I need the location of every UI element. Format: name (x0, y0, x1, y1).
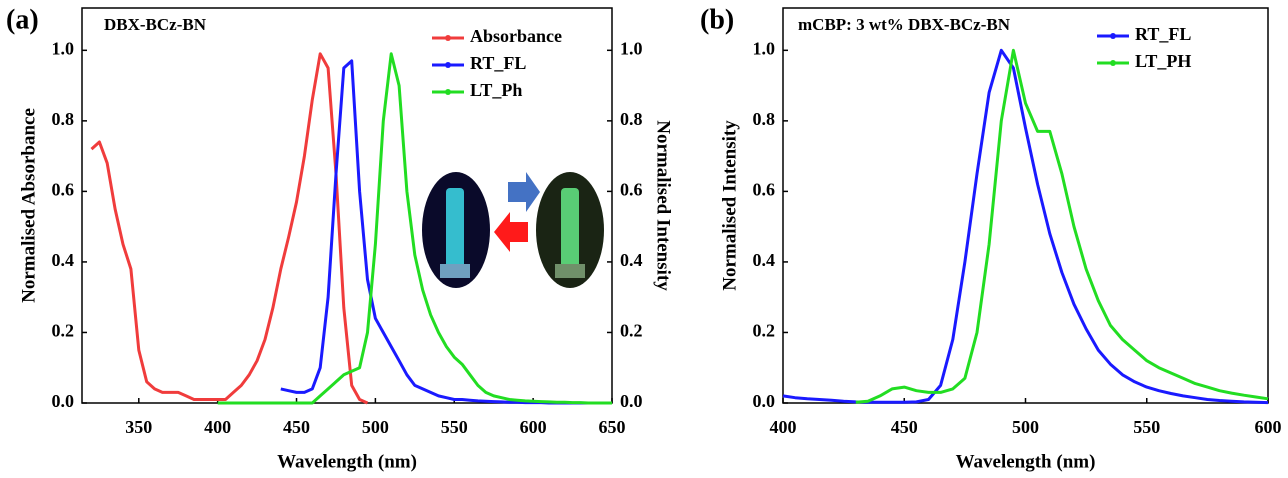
y-tick-label: 0.2 (52, 321, 75, 341)
y-tick-label: 0.4 (753, 250, 776, 270)
y-tick-label: 0.0 (52, 391, 75, 411)
y-tick-label: 0.6 (753, 180, 776, 200)
y-tick-label: 0.4 (620, 250, 643, 270)
legend-marker (445, 62, 451, 68)
y-tick-label: 0.8 (753, 109, 776, 129)
panel-title: mCBP: 3 wt% DBX-BCz-BN (798, 15, 1011, 34)
x-tick-label: 400 (204, 417, 231, 437)
x-axis-label: Wavelength (nm) (956, 451, 1096, 472)
y-tick-label: 1.0 (52, 38, 75, 58)
x-tick-label: 600 (520, 417, 547, 437)
vial-base-rt (440, 264, 470, 278)
legend-label: RT_FL (470, 53, 526, 73)
plot-frame (81, 7, 613, 404)
legend-marker (1110, 60, 1116, 66)
series-line (90, 52, 369, 405)
x-tick-label: 650 (599, 417, 626, 437)
panel-title: DBX-BCz-BN (104, 15, 207, 34)
vial-glow-lt (561, 188, 579, 268)
y-tick-label: 0.4 (52, 250, 75, 270)
x-tick-label: 400 (770, 417, 797, 437)
y-tick-label: 0.2 (753, 321, 776, 341)
plot-frame (782, 7, 1269, 404)
vial-glow-rt (446, 188, 464, 268)
y-tick-label: 0.8 (52, 109, 75, 129)
series-line (217, 52, 612, 405)
y-tick-label: 1.0 (620, 38, 643, 58)
inset-photos (422, 172, 604, 288)
y-tick-label: 0.6 (52, 180, 75, 200)
x-tick-label: 550 (441, 417, 468, 437)
legend-marker (445, 35, 451, 41)
legend-label: LT_PH (1135, 51, 1191, 71)
panel-label: (a) (6, 4, 39, 35)
x-tick-label: 500 (362, 417, 389, 437)
x-tick-label: 450 (891, 417, 918, 437)
x-tick-label: 500 (1012, 417, 1039, 437)
vial-base-lt (555, 264, 585, 278)
y-axis-label: Normalised Absorbance (18, 108, 39, 303)
legend-marker (445, 89, 451, 95)
y-axis-label: Normalised Intensity (719, 120, 740, 291)
x-tick-label: 600 (1255, 417, 1282, 437)
series-line (855, 48, 1269, 404)
panel-label: (b) (700, 4, 734, 35)
legend-marker (1110, 33, 1116, 39)
y-tick-label: 0.8 (620, 109, 643, 129)
arrow-left (494, 212, 528, 252)
y-tick-label: 0.2 (620, 321, 643, 341)
y2-axis-label: Normalised Intensity (653, 120, 674, 291)
x-axis-label: Wavelength (nm) (277, 451, 417, 472)
x-tick-label: 550 (1133, 417, 1160, 437)
x-tick-label: 450 (283, 417, 310, 437)
y-tick-label: 0.0 (753, 391, 776, 411)
y-tick-label: 1.0 (753, 38, 776, 58)
legend-label: Absorbance (470, 26, 562, 46)
legend-label: RT_FL (1135, 24, 1191, 44)
y-tick-label: 0.6 (620, 180, 643, 200)
arrow-right (508, 172, 540, 212)
legend-label: LT_Ph (470, 80, 522, 100)
y-tick-label: 0.0 (620, 391, 643, 411)
x-tick-label: 350 (125, 417, 152, 437)
